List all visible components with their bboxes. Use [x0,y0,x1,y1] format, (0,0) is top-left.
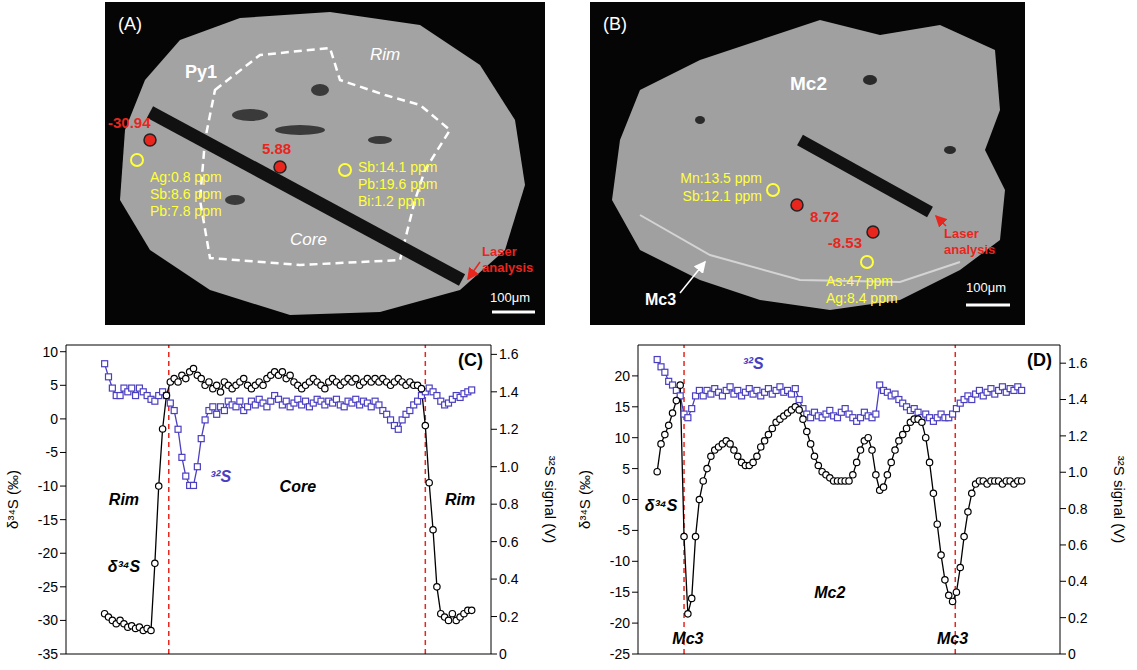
svg-text:Laser: Laser [944,226,979,241]
svg-text:0.2: 0.2 [1068,610,1088,626]
svg-text:Ag:0.8 ppm: Ag:0.8 ppm [150,169,222,185]
svg-text:5: 5 [50,377,58,393]
svg-text:0.4: 0.4 [499,571,519,587]
svg-text:Rim: Rim [370,45,400,64]
svg-text:1.6: 1.6 [499,346,519,362]
svg-text:Core: Core [280,478,317,495]
svg-text:0.2: 0.2 [499,609,519,625]
svg-text:15: 15 [614,399,630,415]
svg-text:(A): (A) [118,14,142,34]
svg-text:-10: -10 [610,553,630,569]
svg-text:20: 20 [614,368,630,384]
html-text:(C): (C) [458,350,483,370]
svg-text:Mc2: Mc2 [814,584,845,601]
svg-text:Mn:13.5 ppm: Mn:13.5 ppm [680,170,762,186]
svg-text:Mc3: Mc3 [672,630,703,647]
svg-text:0: 0 [499,646,507,662]
svg-text:1.0: 1.0 [1068,464,1088,480]
svg-text:-25: -25 [38,579,58,595]
svg-text:0: 0 [622,491,630,507]
svg-text:-20: -20 [38,545,58,561]
svg-text:Pb:19.6 ppm: Pb:19.6 ppm [358,176,437,192]
svg-text:1.6: 1.6 [1068,355,1088,371]
svg-text:analysis: analysis [482,260,533,275]
svg-text:-5: -5 [46,444,59,460]
svg-text:-20: -20 [610,615,630,631]
svg-text:0.6: 0.6 [499,534,519,550]
svg-text:Ag:8.4 ppm: Ag:8.4 ppm [826,290,898,306]
svg-text:Py1: Py1 [185,62,217,82]
svg-text:1.2: 1.2 [499,421,519,437]
svg-text:-30: -30 [38,612,58,628]
svg-text:Rim: Rim [109,491,139,508]
svg-text:-30.94: -30.94 [108,114,151,131]
svg-text:Rim: Rim [445,491,475,508]
svg-text:-8.53: -8.53 [828,234,862,251]
svg-text:-10: -10 [38,478,58,494]
svg-text:1.0: 1.0 [499,459,519,475]
svg-text:Bi:1.2 ppm: Bi:1.2 ppm [358,193,425,209]
svg-text:-15: -15 [38,512,58,528]
svg-text:0.8: 0.8 [499,496,519,512]
svg-text:1.4: 1.4 [499,384,519,400]
svg-text:Mc2: Mc2 [790,73,827,94]
svg-text:δ³⁴S (‰): δ³⁴S (‰) [576,470,593,529]
svg-text:Mc3: Mc3 [937,630,968,647]
svg-text:100μm: 100μm [490,290,530,305]
svg-text:analysis: analysis [944,242,995,257]
svg-text:Core: Core [290,230,327,249]
svg-text:³²S: ³²S [210,468,232,485]
svg-text:0.4: 0.4 [1068,573,1088,589]
svg-text:5: 5 [622,461,630,477]
svg-text:0: 0 [1068,646,1076,662]
svg-text:Pb:7.8 ppm: Pb:7.8 ppm [150,203,222,219]
svg-text:As:47 ppm: As:47 ppm [826,273,893,289]
svg-text:10: 10 [614,430,630,446]
svg-text:-15: -15 [610,584,630,600]
svg-text:³²S signal (V): ³²S signal (V) [1111,456,1128,544]
svg-text:100μm: 100μm [966,280,1006,295]
svg-text:10: 10 [42,344,58,360]
svg-text:δ³⁴S (‰): δ³⁴S (‰) [4,470,21,529]
svg-text:(B): (B) [603,14,627,34]
svg-text:-35: -35 [38,646,58,662]
svg-text:³²S: ³²S [742,355,764,372]
svg-text:-25: -25 [610,646,630,662]
svg-text:δ³⁴S: δ³⁴S [108,558,141,575]
svg-text:Laser: Laser [482,244,517,259]
svg-text:Sb:14.1 ppm: Sb:14.1 ppm [358,159,437,175]
svg-text:³²S signal (V): ³²S signal (V) [542,456,559,544]
svg-text:0: 0 [50,411,58,427]
svg-text:1.2: 1.2 [1068,428,1088,444]
svg-text:-5: -5 [618,522,631,538]
svg-text:Mc3: Mc3 [645,291,676,308]
svg-text:Sb:12.1 ppm: Sb:12.1 ppm [683,188,762,204]
svg-text:Sb:8.6 ppm: Sb:8.6 ppm [150,186,222,202]
svg-text:0.8: 0.8 [1068,501,1088,517]
svg-text:5.88: 5.88 [262,140,291,157]
svg-text:1.4: 1.4 [1068,391,1088,407]
svg-text:δ³⁴S: δ³⁴S [645,497,678,514]
svg-text:0.6: 0.6 [1068,537,1088,553]
svg-text:8.72: 8.72 [810,208,839,225]
html-text:(D): (D) [1027,350,1052,370]
